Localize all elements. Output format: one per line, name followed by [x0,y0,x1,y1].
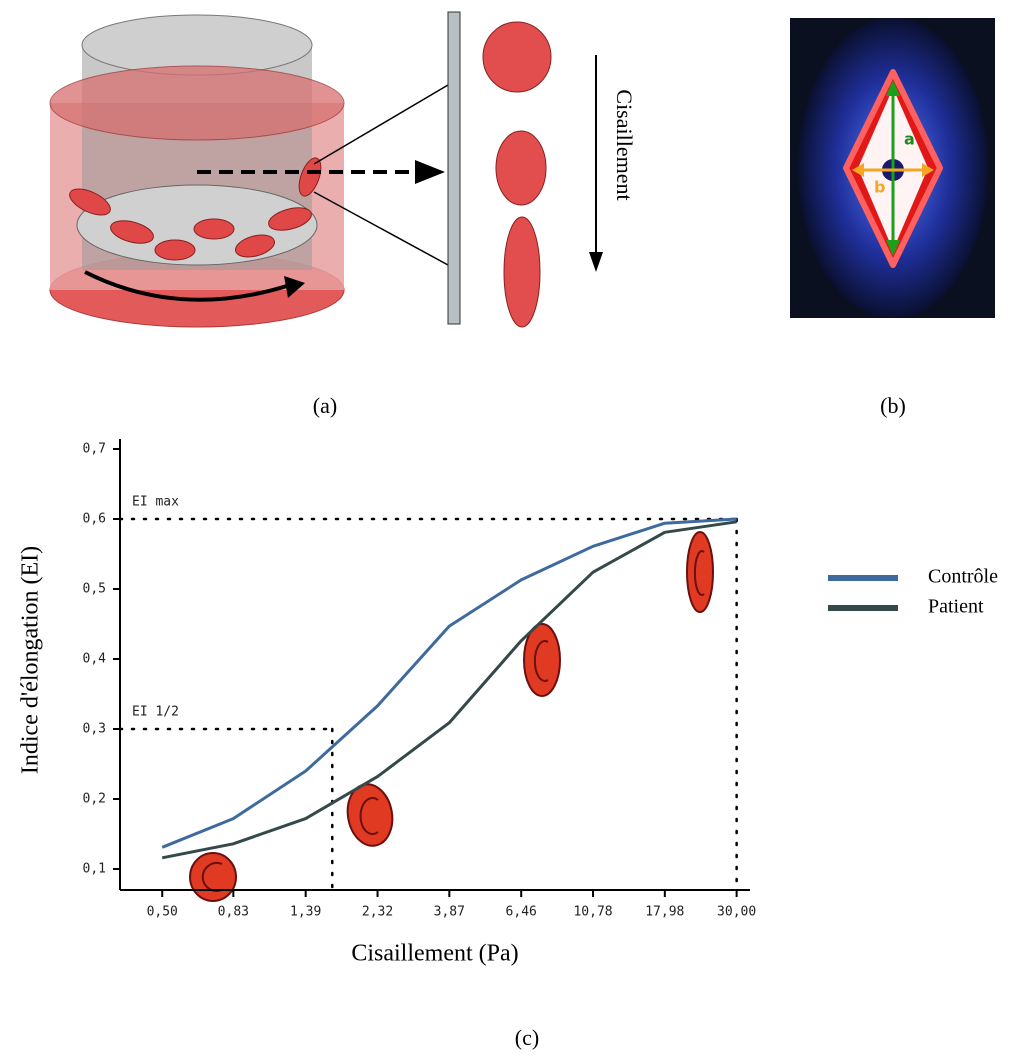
series-line [161,517,737,849]
y-tick-label: 0,5 [83,582,106,597]
legend-label: Contrôle [928,566,998,588]
x-tick-label: 0,83 [218,905,249,920]
caption: (c) [515,1025,539,1050]
x-tick-label: 30,00 [717,905,756,920]
y-tick-label: 0,4 [83,652,107,667]
annotation-label: EI max [132,495,179,510]
y-tick-label: 0,2 [83,792,106,807]
cylinder-diagram [49,11,603,328]
x-axis-title: Cisaillement (Pa) [351,941,518,967]
caption: (a) [313,393,337,418]
x-tick-label: 6,46 [506,905,537,920]
y-tick-label: 0,7 [83,442,106,457]
y-tick-label: 0,6 [83,512,106,527]
annotation-label: EI 1/2 [132,705,179,720]
elongation-image [790,18,995,318]
legend-label: Patient [928,596,984,618]
y-tick-label: 0,1 [83,862,106,877]
axis-a-label: a [904,130,915,149]
y-tick-label: 0,3 [83,722,106,737]
axis-b-label: b [874,178,885,197]
series-line [161,520,737,860]
x-tick-label: 17,98 [645,905,684,920]
x-tick-label: 3,87 [434,905,465,920]
y-axis-title: Indice d'élongation (EI) [18,546,44,774]
caption: (b) [880,393,906,418]
cell-icons [189,531,714,902]
x-tick-label: 10,78 [573,905,612,920]
x-tick-label: 1,39 [290,905,321,920]
x-tick-label: 2,32 [362,905,393,920]
x-tick-label: 0,50 [147,905,178,920]
shear-label: Cisaillement [612,89,637,200]
